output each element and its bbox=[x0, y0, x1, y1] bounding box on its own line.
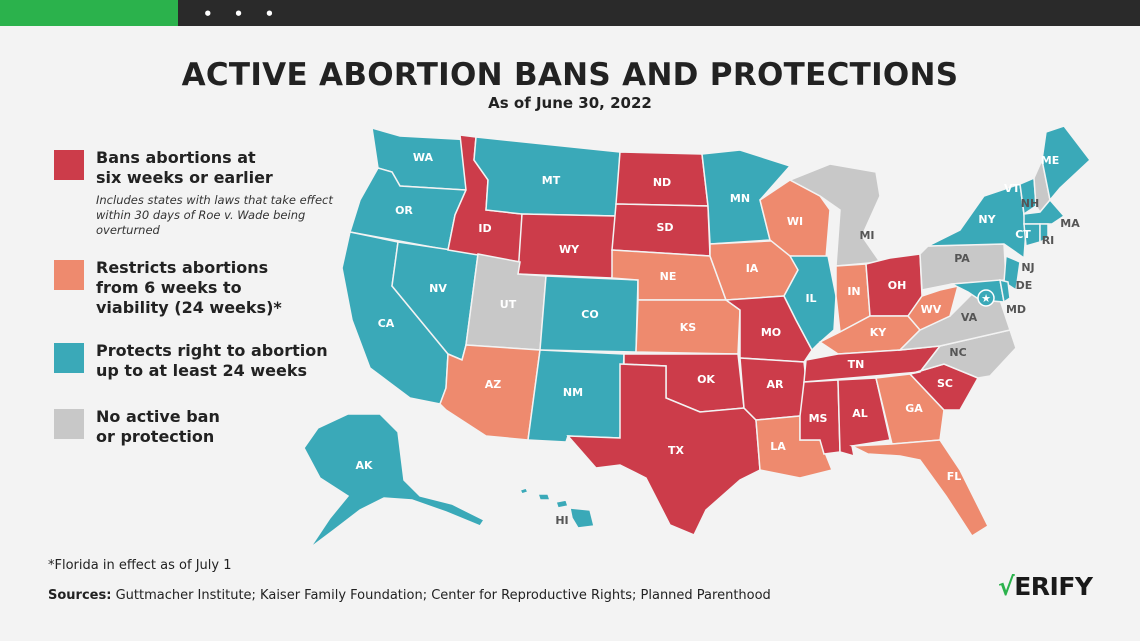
label-SD: SD bbox=[656, 221, 673, 234]
state-IL bbox=[783, 255, 837, 352]
state-TX bbox=[566, 363, 761, 536]
verify-logo: √ERIFY bbox=[998, 572, 1093, 601]
label-NJ: NJ bbox=[1021, 261, 1034, 274]
verify-logo-text: ERIFY bbox=[1014, 572, 1093, 601]
label-MI: MI bbox=[859, 229, 874, 242]
map-subtitle: As of June 30, 2022 bbox=[488, 94, 652, 112]
label-OR: OR bbox=[395, 204, 413, 217]
label-CA: CA bbox=[378, 317, 395, 330]
label-IA: IA bbox=[746, 262, 759, 275]
check-icon: √ bbox=[998, 572, 1015, 601]
label-FL: FL bbox=[947, 470, 962, 483]
label-MA: MA bbox=[1060, 217, 1080, 230]
label-NE: NE bbox=[660, 270, 677, 283]
legend-label-none: No active ban or protection bbox=[96, 407, 220, 446]
legend-note-ban: Includes states with laws that take effe… bbox=[96, 193, 333, 237]
sources-line: Sources: Guttmacher Institute; Kaiser Fa… bbox=[48, 588, 771, 603]
state-FL bbox=[849, 439, 989, 538]
label-AK: AK bbox=[355, 459, 373, 472]
label-MS: MS bbox=[809, 412, 828, 425]
legend-label-protect: Protects right to abortion up to at leas… bbox=[96, 341, 328, 380]
state-KS bbox=[635, 299, 741, 355]
label-HI: HI bbox=[555, 514, 568, 527]
label-KY: KY bbox=[870, 326, 888, 339]
label-WV: WV bbox=[921, 303, 942, 316]
label-RI: RI bbox=[1042, 234, 1055, 247]
label-OH: OH bbox=[888, 279, 907, 292]
label-NH: NH bbox=[1021, 197, 1039, 210]
label-LA: LA bbox=[770, 440, 786, 453]
state-AZ bbox=[439, 344, 541, 441]
label-ND: ND bbox=[653, 176, 671, 189]
top-bar: • • • bbox=[0, 0, 1140, 26]
label-MT: MT bbox=[542, 174, 561, 187]
label-PA: PA bbox=[954, 252, 970, 265]
sources-label: Sources: bbox=[48, 588, 112, 603]
label-VT: VT bbox=[1004, 182, 1021, 195]
legend-swatch-ban bbox=[54, 150, 84, 180]
label-AZ: AZ bbox=[485, 378, 502, 391]
state-RI bbox=[1039, 223, 1049, 244]
label-SC: SC bbox=[937, 377, 953, 390]
dc-star-icon: ★ bbox=[977, 289, 995, 307]
brand-accent-bar bbox=[0, 0, 178, 26]
sources-text: Guttmacher Institute; Kaiser Family Foun… bbox=[115, 588, 771, 603]
label-WA: WA bbox=[413, 151, 434, 164]
label-ID: ID bbox=[478, 222, 491, 235]
state-MI bbox=[788, 163, 882, 267]
label-KS: KS bbox=[680, 321, 697, 334]
label-GA: GA bbox=[905, 402, 923, 415]
label-UT: UT bbox=[500, 298, 517, 311]
state-GA bbox=[875, 373, 945, 445]
label-OK: OK bbox=[697, 373, 715, 386]
state-AK bbox=[303, 413, 486, 549]
label-IN: IN bbox=[847, 285, 860, 298]
us-map: ★ WA OR CA NV ID MT WY UT AZ CO NM ND SD… bbox=[303, 125, 1090, 549]
footnote: *Florida in effect as of July 1 bbox=[48, 558, 232, 573]
label-CO: CO bbox=[581, 308, 598, 321]
label-WY: WY bbox=[559, 243, 580, 256]
label-IL: IL bbox=[805, 292, 816, 305]
label-WI: WI bbox=[787, 215, 803, 228]
label-MD: MD bbox=[1006, 303, 1026, 316]
label-DE: DE bbox=[1016, 279, 1033, 292]
legend-swatch-none bbox=[54, 409, 84, 439]
label-ME: ME bbox=[1041, 154, 1059, 167]
map-title: ACTIVE ABORTION BANS AND PROTECTIONS bbox=[181, 57, 959, 93]
label-AR: AR bbox=[767, 378, 785, 391]
svg-text:★: ★ bbox=[981, 292, 991, 305]
label-VA: VA bbox=[961, 311, 978, 324]
label-NM: NM bbox=[563, 386, 583, 399]
label-NC: NC bbox=[949, 346, 966, 359]
state-HI bbox=[518, 487, 595, 529]
label-TN: TN bbox=[848, 358, 865, 371]
label-MO: MO bbox=[761, 326, 781, 339]
menu-dots-icon[interactable]: • • • bbox=[203, 5, 283, 23]
legend-swatch-restrict bbox=[54, 260, 84, 290]
legend-label-restrict: Restricts abortions from 6 weeks to viab… bbox=[96, 258, 282, 317]
label-TX: TX bbox=[668, 444, 685, 457]
label-MN: MN bbox=[730, 192, 750, 205]
label-AL: AL bbox=[852, 407, 868, 420]
legend-swatch-protect bbox=[54, 343, 84, 373]
state-DE bbox=[999, 278, 1011, 304]
label-NY: NY bbox=[978, 213, 996, 226]
label-CT: CT bbox=[1015, 228, 1031, 241]
legend-label-ban: Bans abortions at six weeks or earlier bbox=[96, 148, 273, 187]
label-NV: NV bbox=[429, 282, 447, 295]
